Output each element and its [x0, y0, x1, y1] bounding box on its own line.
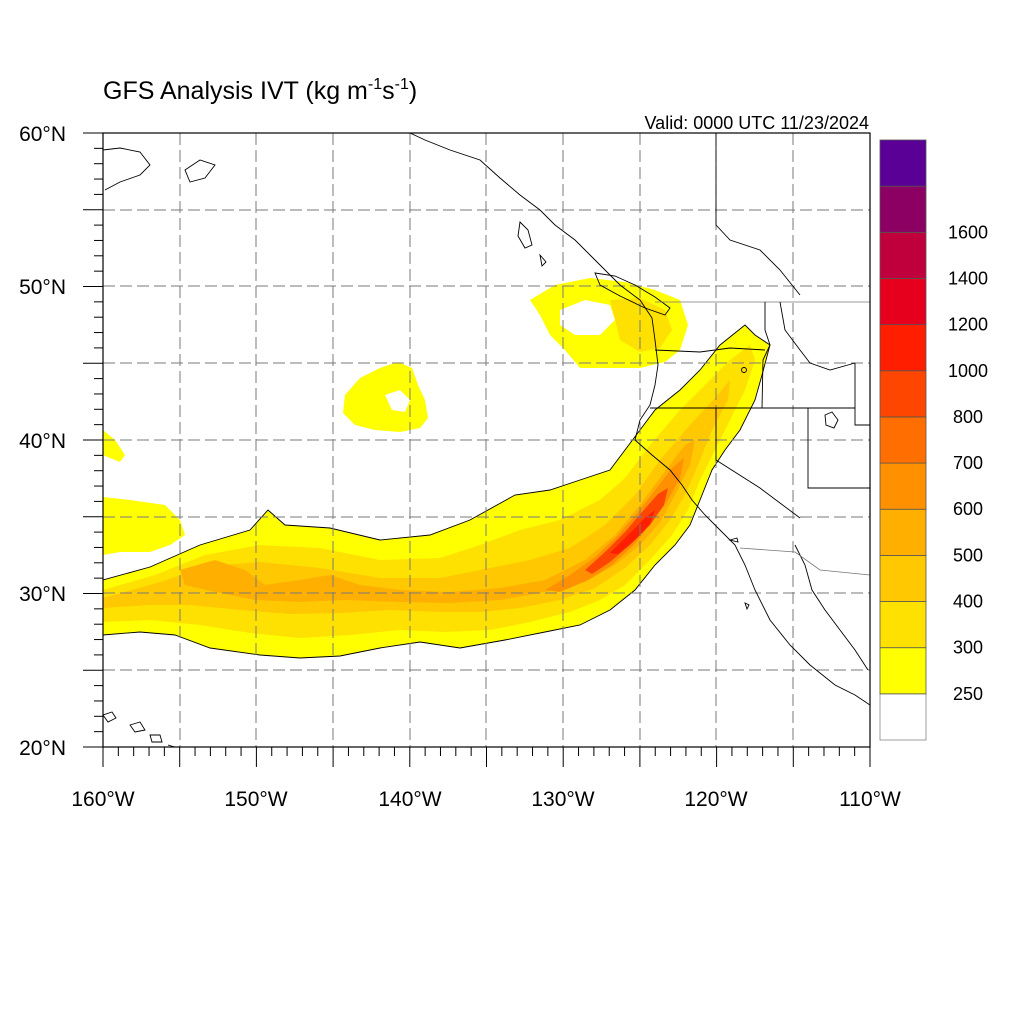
colorbar-label: 300: [953, 638, 983, 658]
colorbar-label: 800: [953, 407, 983, 427]
ivt-west-blob: [103, 497, 185, 555]
ivt-offshore-blob: [343, 362, 428, 432]
colorbar-label: 1400: [948, 268, 988, 288]
colorbar-bin: [879, 231, 927, 279]
lon-label: 120°W: [684, 788, 747, 811]
ivt-river-500: [180, 440, 695, 603]
colorbar-label: 1600: [948, 222, 988, 242]
coastline-north-america: [409, 133, 870, 706]
ivt-river-800: [585, 488, 668, 574]
political-borders: [650, 133, 870, 576]
lon-axis-labels: 160°W 150°W 140°W 130°W 120°W 110°W: [71, 788, 901, 811]
valid-time: Valid: 0000 UTC 11/23/2024: [645, 113, 869, 133]
lat-label: 50°N: [19, 276, 66, 299]
colorbar-label: 250: [953, 684, 983, 704]
ivt-pnw-blob-inner: [610, 298, 672, 352]
colorbar-label: 1200: [948, 315, 988, 335]
colorbar-bin: [879, 508, 927, 556]
lat-label: 30°N: [19, 583, 66, 606]
border-bc-alaska: [715, 133, 801, 296]
lat-axis-labels: 20°N 30°N 40°N 50°N 60°N: [19, 123, 66, 760]
axis-ticks: [83, 132, 871, 767]
border-ca-nv: [715, 408, 801, 519]
colorbar-bin: [879, 416, 927, 464]
ivt-pnw-blob-hole: [560, 300, 615, 335]
colorbar-bin: [879, 462, 927, 510]
lon-label: 150°W: [224, 788, 287, 811]
colorbar-bin: [879, 601, 927, 649]
coastline-baja-east: [794, 544, 869, 671]
border-us-mexico: [739, 547, 870, 576]
colorbar-bin: [879, 554, 927, 602]
colorbar: 250 300 400 500 600 700 800 1000 1200 1400 1600: [879, 139, 988, 741]
lon-label: 130°W: [531, 788, 594, 811]
lat-label: 20°N: [19, 737, 66, 760]
ivt-offshore-blob-hole: [385, 390, 410, 412]
coastline-aleutian: [103, 711, 177, 747]
gridlines: [103, 133, 870, 747]
colorbar-bin: [879, 693, 927, 741]
colorbar-bin: [879, 139, 927, 187]
colorbar-label: 600: [953, 499, 983, 519]
lon-label: 140°W: [378, 788, 441, 811]
coastline-vancouver-island: [594, 272, 671, 316]
map-plot-area: [103, 133, 870, 747]
colorbar-label: 500: [953, 545, 983, 565]
colorbar-bin: [879, 370, 927, 418]
lake-icon: [741, 367, 747, 373]
ivt-river-600: [545, 458, 684, 592]
ivt-river-1000: [610, 510, 655, 554]
ivt-west-blob2: [103, 430, 125, 462]
border-ut-co: [854, 363, 870, 426]
border-wa-or: [654, 347, 766, 353]
colorbar-label: 400: [953, 592, 983, 612]
lon-label: 110°W: [839, 788, 901, 811]
colorbar-label: 700: [953, 453, 983, 473]
lat-label: 40°N: [19, 430, 66, 453]
coastline-channel-islands: [728, 537, 750, 611]
lake-great-salt: [824, 411, 839, 429]
colorbar-bin: [879, 278, 927, 326]
figure-title: GFS Analysis IVT (kg m-1s-1): [103, 76, 417, 105]
lat-label: 60°N: [19, 123, 66, 146]
ivt-river-400: [103, 380, 730, 614]
border-or-id: [761, 302, 771, 409]
colorbar-bin: [879, 647, 927, 695]
coastline-haida-gwaii: [517, 221, 547, 267]
border-id-mt: [779, 301, 856, 371]
lon-label: 160°W: [71, 788, 134, 811]
border-nv-az: [807, 408, 870, 489]
colorbar-bin: [879, 185, 927, 233]
colorbar-label: 1000: [948, 361, 988, 381]
colorbar-bin: [879, 324, 927, 372]
coastline-alaska: [103, 147, 216, 191]
